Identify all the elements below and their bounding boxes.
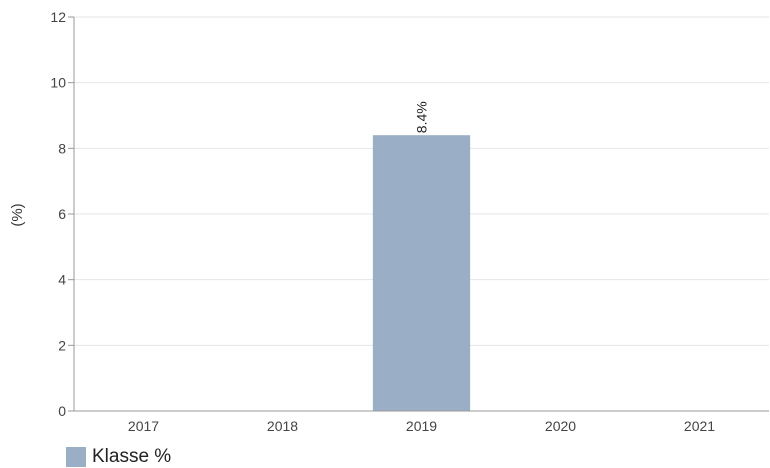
- legend-label: Klasse %: [92, 446, 172, 467]
- legend-swatch: [66, 447, 86, 467]
- bar-2019: [372, 135, 471, 411]
- x-axis-ticks: 2017 2018 2019 2020 2021: [128, 418, 715, 434]
- data-label-2019: 8.4%: [414, 101, 430, 133]
- y-tick-label: 2: [58, 337, 66, 353]
- y-axis-ticks: 0 2 4 6 8 10 12: [50, 9, 74, 419]
- y-tick-label: 6: [58, 206, 66, 222]
- x-tick-label: 2017: [128, 418, 159, 434]
- axes: [73, 17, 769, 412]
- x-tick-label: 2018: [267, 418, 298, 434]
- y-tick-label: 8: [58, 140, 66, 156]
- bars: 8.4%: [372, 101, 471, 411]
- y-tick-label: 4: [58, 272, 66, 288]
- x-tick-label: 2019: [406, 418, 437, 434]
- y-tick-label: 0: [58, 403, 66, 419]
- legend: Klasse %: [66, 447, 171, 467]
- y-tick-label: 10: [50, 75, 66, 91]
- x-tick-label: 2021: [684, 418, 715, 434]
- y-tick-label: 12: [50, 9, 66, 25]
- y-axis-title: (%): [9, 203, 26, 226]
- x-tick-label: 2020: [545, 418, 576, 434]
